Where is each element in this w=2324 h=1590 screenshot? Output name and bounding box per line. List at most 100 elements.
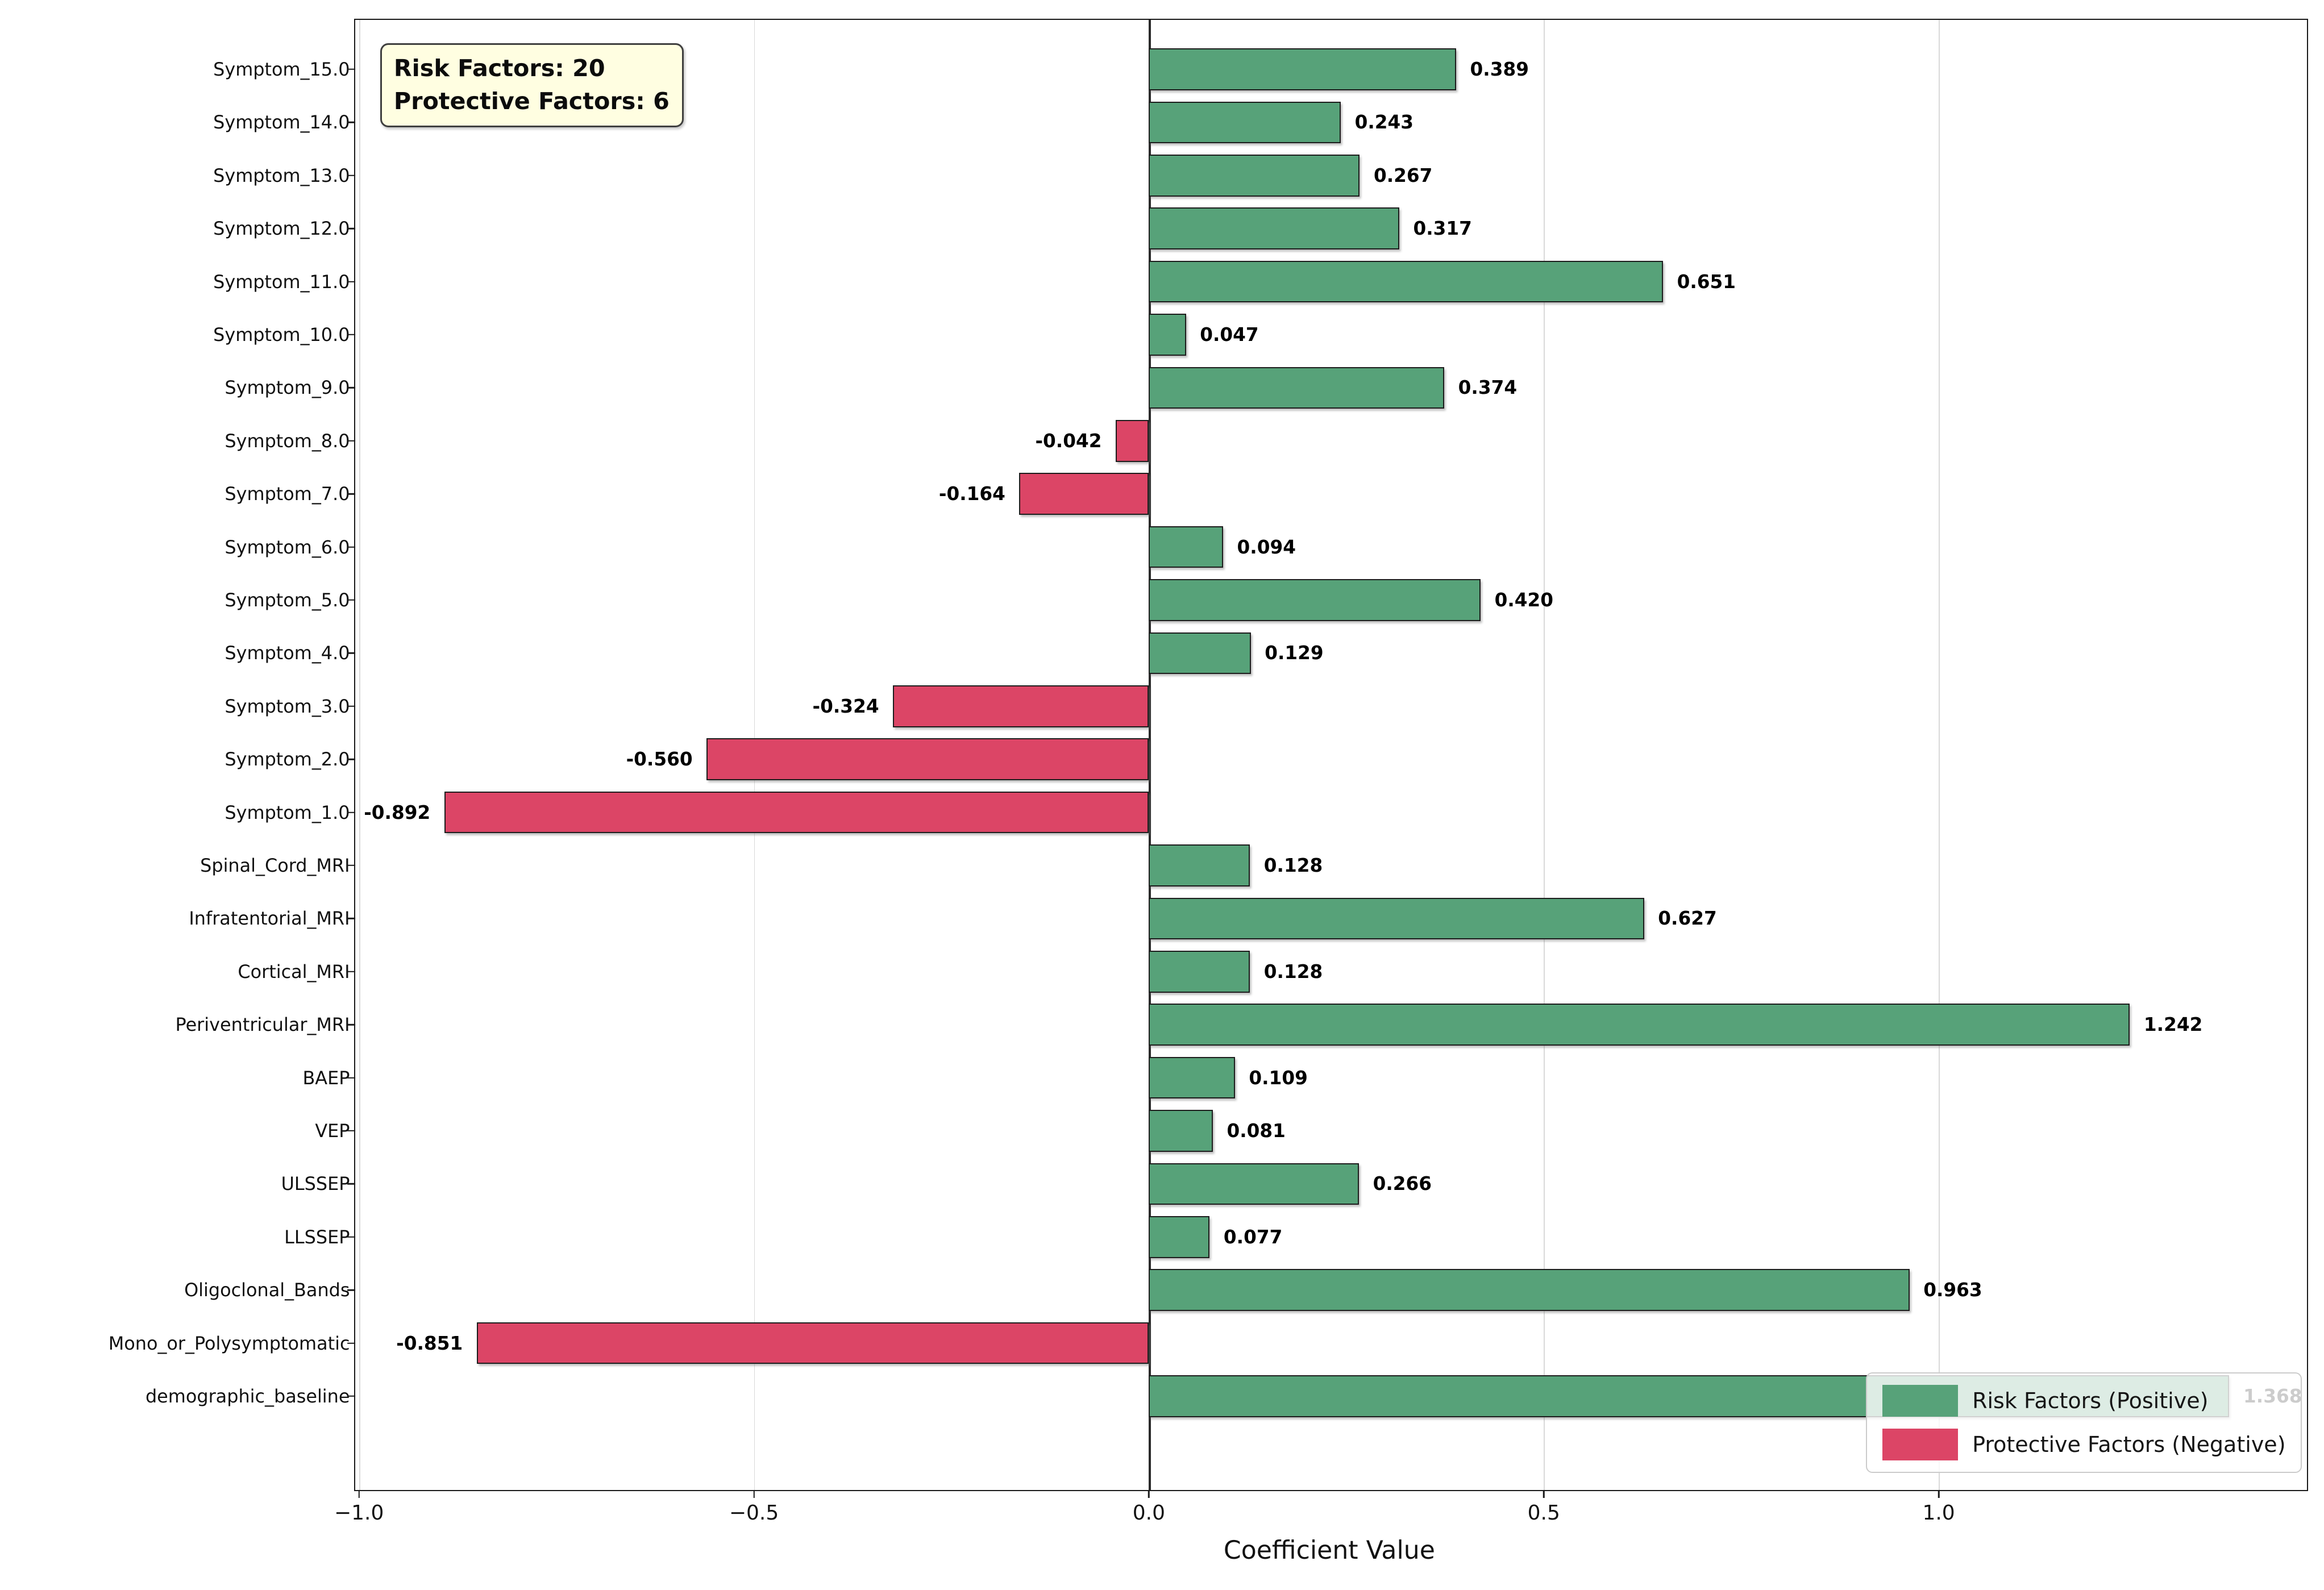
x-axis-title: Coefficient Value	[1223, 1535, 1435, 1565]
x-tick-label: −0.5	[729, 1501, 779, 1525]
y-axis-tick	[347, 387, 355, 389]
value-label: 0.627	[1658, 908, 1717, 930]
y-axis-tick	[347, 1236, 355, 1238]
category-label: Symptom_8.0	[224, 430, 350, 452]
bar-VEP	[1149, 1110, 1213, 1152]
bar-Symptom_15.0	[1149, 48, 1456, 90]
bar-Symptom_3.0	[893, 685, 1149, 727]
value-label: 0.077	[1223, 1226, 1283, 1248]
legend-swatch-risk-icon	[1882, 1385, 1958, 1417]
legend-item-risk: Risk Factors (Positive)	[1882, 1385, 2286, 1417]
gridline-x	[1939, 20, 1940, 1491]
value-label: 0.389	[1470, 59, 1529, 81]
bar-Symptom_14.0	[1149, 101, 1341, 144]
zero-line	[1149, 20, 1151, 1491]
y-axis-tick	[347, 174, 355, 177]
y-axis-tick	[347, 971, 355, 973]
bar-Symptom_10.0	[1149, 314, 1186, 356]
category-label: Symptom_14.0	[213, 111, 350, 134]
category-label: Symptom_4.0	[224, 642, 350, 664]
value-label: 0.420	[1494, 589, 1554, 611]
x-axis-tick	[1938, 1490, 1940, 1498]
y-axis-tick	[347, 705, 355, 707]
bar-Symptom_11.0	[1149, 260, 1664, 303]
value-label: 0.081	[1227, 1120, 1286, 1142]
y-axis-tick	[347, 122, 355, 123]
y-axis-tick	[347, 546, 355, 548]
y-axis-tick	[347, 652, 355, 654]
y-axis-tick	[347, 918, 355, 919]
bar-Oligoclonal_Bands	[1149, 1269, 1910, 1312]
bar-Infratentorial_MRI	[1149, 897, 1644, 940]
plot-area: Risk Factors: 20 Protective Factors: 6 R…	[109, 19, 2308, 1525]
bar-Symptom_4.0	[1149, 632, 1251, 675]
y-axis-tick	[347, 758, 355, 760]
value-label: 0.094	[1237, 536, 1296, 558]
category-label: Cortical_MRI	[238, 960, 350, 983]
value-label: 0.266	[1373, 1173, 1432, 1195]
y-axis-tick	[347, 1077, 355, 1079]
y-axis-tick	[347, 227, 355, 230]
category-label: ULSSEP	[281, 1173, 350, 1195]
bar-Mono_or_Polysymptomatic	[476, 1322, 1149, 1364]
bar-Symptom_12.0	[1149, 207, 1399, 250]
category-label: Symptom_2.0	[224, 748, 350, 771]
legend-item-protective: Protective Factors (Negative)	[1882, 1429, 2286, 1460]
value-label: 0.267	[1373, 164, 1433, 186]
value-label: 0.317	[1413, 218, 1472, 240]
x-axis-tick	[1148, 1490, 1150, 1498]
value-label: -0.324	[812, 695, 879, 717]
category-label: LLSSEP	[284, 1226, 350, 1248]
gridline-x	[359, 20, 360, 1491]
y-axis-tick	[347, 864, 355, 867]
category-label: Symptom_11.0	[213, 270, 350, 293]
category-label: Periventricular_MRI	[175, 1014, 350, 1036]
bar-BAEP	[1149, 1056, 1235, 1099]
value-label: 0.651	[1677, 270, 1736, 293]
value-label: 0.963	[1923, 1279, 1982, 1301]
value-label: -0.560	[626, 748, 693, 771]
bar-Symptom_7.0	[1019, 473, 1149, 515]
y-axis-tick	[347, 1023, 355, 1026]
bar-Symptom_6.0	[1149, 526, 1224, 568]
category-label: Symptom_9.0	[224, 377, 350, 399]
y-axis-tick	[347, 68, 355, 70]
annotation-line-risk-count: Risk Factors: 20	[393, 54, 605, 82]
category-label: Symptom_1.0	[224, 801, 350, 823]
category-label: Symptom_6.0	[224, 536, 350, 558]
legend-swatch-protective-icon	[1882, 1429, 1958, 1460]
bar-Spinal_Cord_MRI	[1149, 844, 1250, 886]
category-label: Symptom_13.0	[213, 164, 350, 186]
category-label: Symptom_12.0	[213, 218, 350, 240]
bar-ULSSEP	[1149, 1163, 1360, 1205]
category-label: Symptom_7.0	[224, 483, 350, 505]
bar-Cortical_MRI	[1149, 950, 1250, 993]
category-label: Symptom_3.0	[224, 695, 350, 717]
x-tick-label: 0.0	[1132, 1501, 1165, 1525]
bar-LLSSEP	[1149, 1216, 1210, 1258]
y-axis-tick	[347, 281, 355, 282]
annotation-box: Risk Factors: 20 Protective Factors: 6	[380, 43, 684, 128]
y-axis-tick	[347, 1342, 355, 1344]
value-label: 0.128	[1263, 855, 1323, 877]
y-axis-tick	[347, 1183, 355, 1185]
x-axis-tick	[1543, 1490, 1545, 1498]
category-label: Infratentorial_MRI	[189, 908, 350, 930]
bar-Periventricular_MRI	[1149, 1004, 2130, 1046]
value-label: 0.128	[1263, 960, 1323, 983]
y-axis-tick	[347, 334, 355, 336]
bar-Symptom_13.0	[1149, 154, 1360, 197]
y-axis-tick	[347, 599, 355, 601]
value-label: -0.892	[364, 801, 431, 823]
value-label: 1.242	[2143, 1014, 2203, 1036]
category-label: Oligoclonal_Bands	[184, 1279, 350, 1301]
value-label: 0.243	[1354, 111, 1414, 134]
value-label: 0.129	[1265, 642, 1324, 664]
bar-Symptom_1.0	[444, 791, 1149, 834]
category-label: Spinal_Cord_MRI	[200, 855, 350, 877]
bar-Symptom_8.0	[1116, 419, 1149, 462]
x-tick-label: 1.0	[1922, 1501, 1955, 1525]
category-label: Symptom_15.0	[213, 59, 350, 81]
category-label: Mono_or_Polysymptomatic	[108, 1332, 350, 1354]
